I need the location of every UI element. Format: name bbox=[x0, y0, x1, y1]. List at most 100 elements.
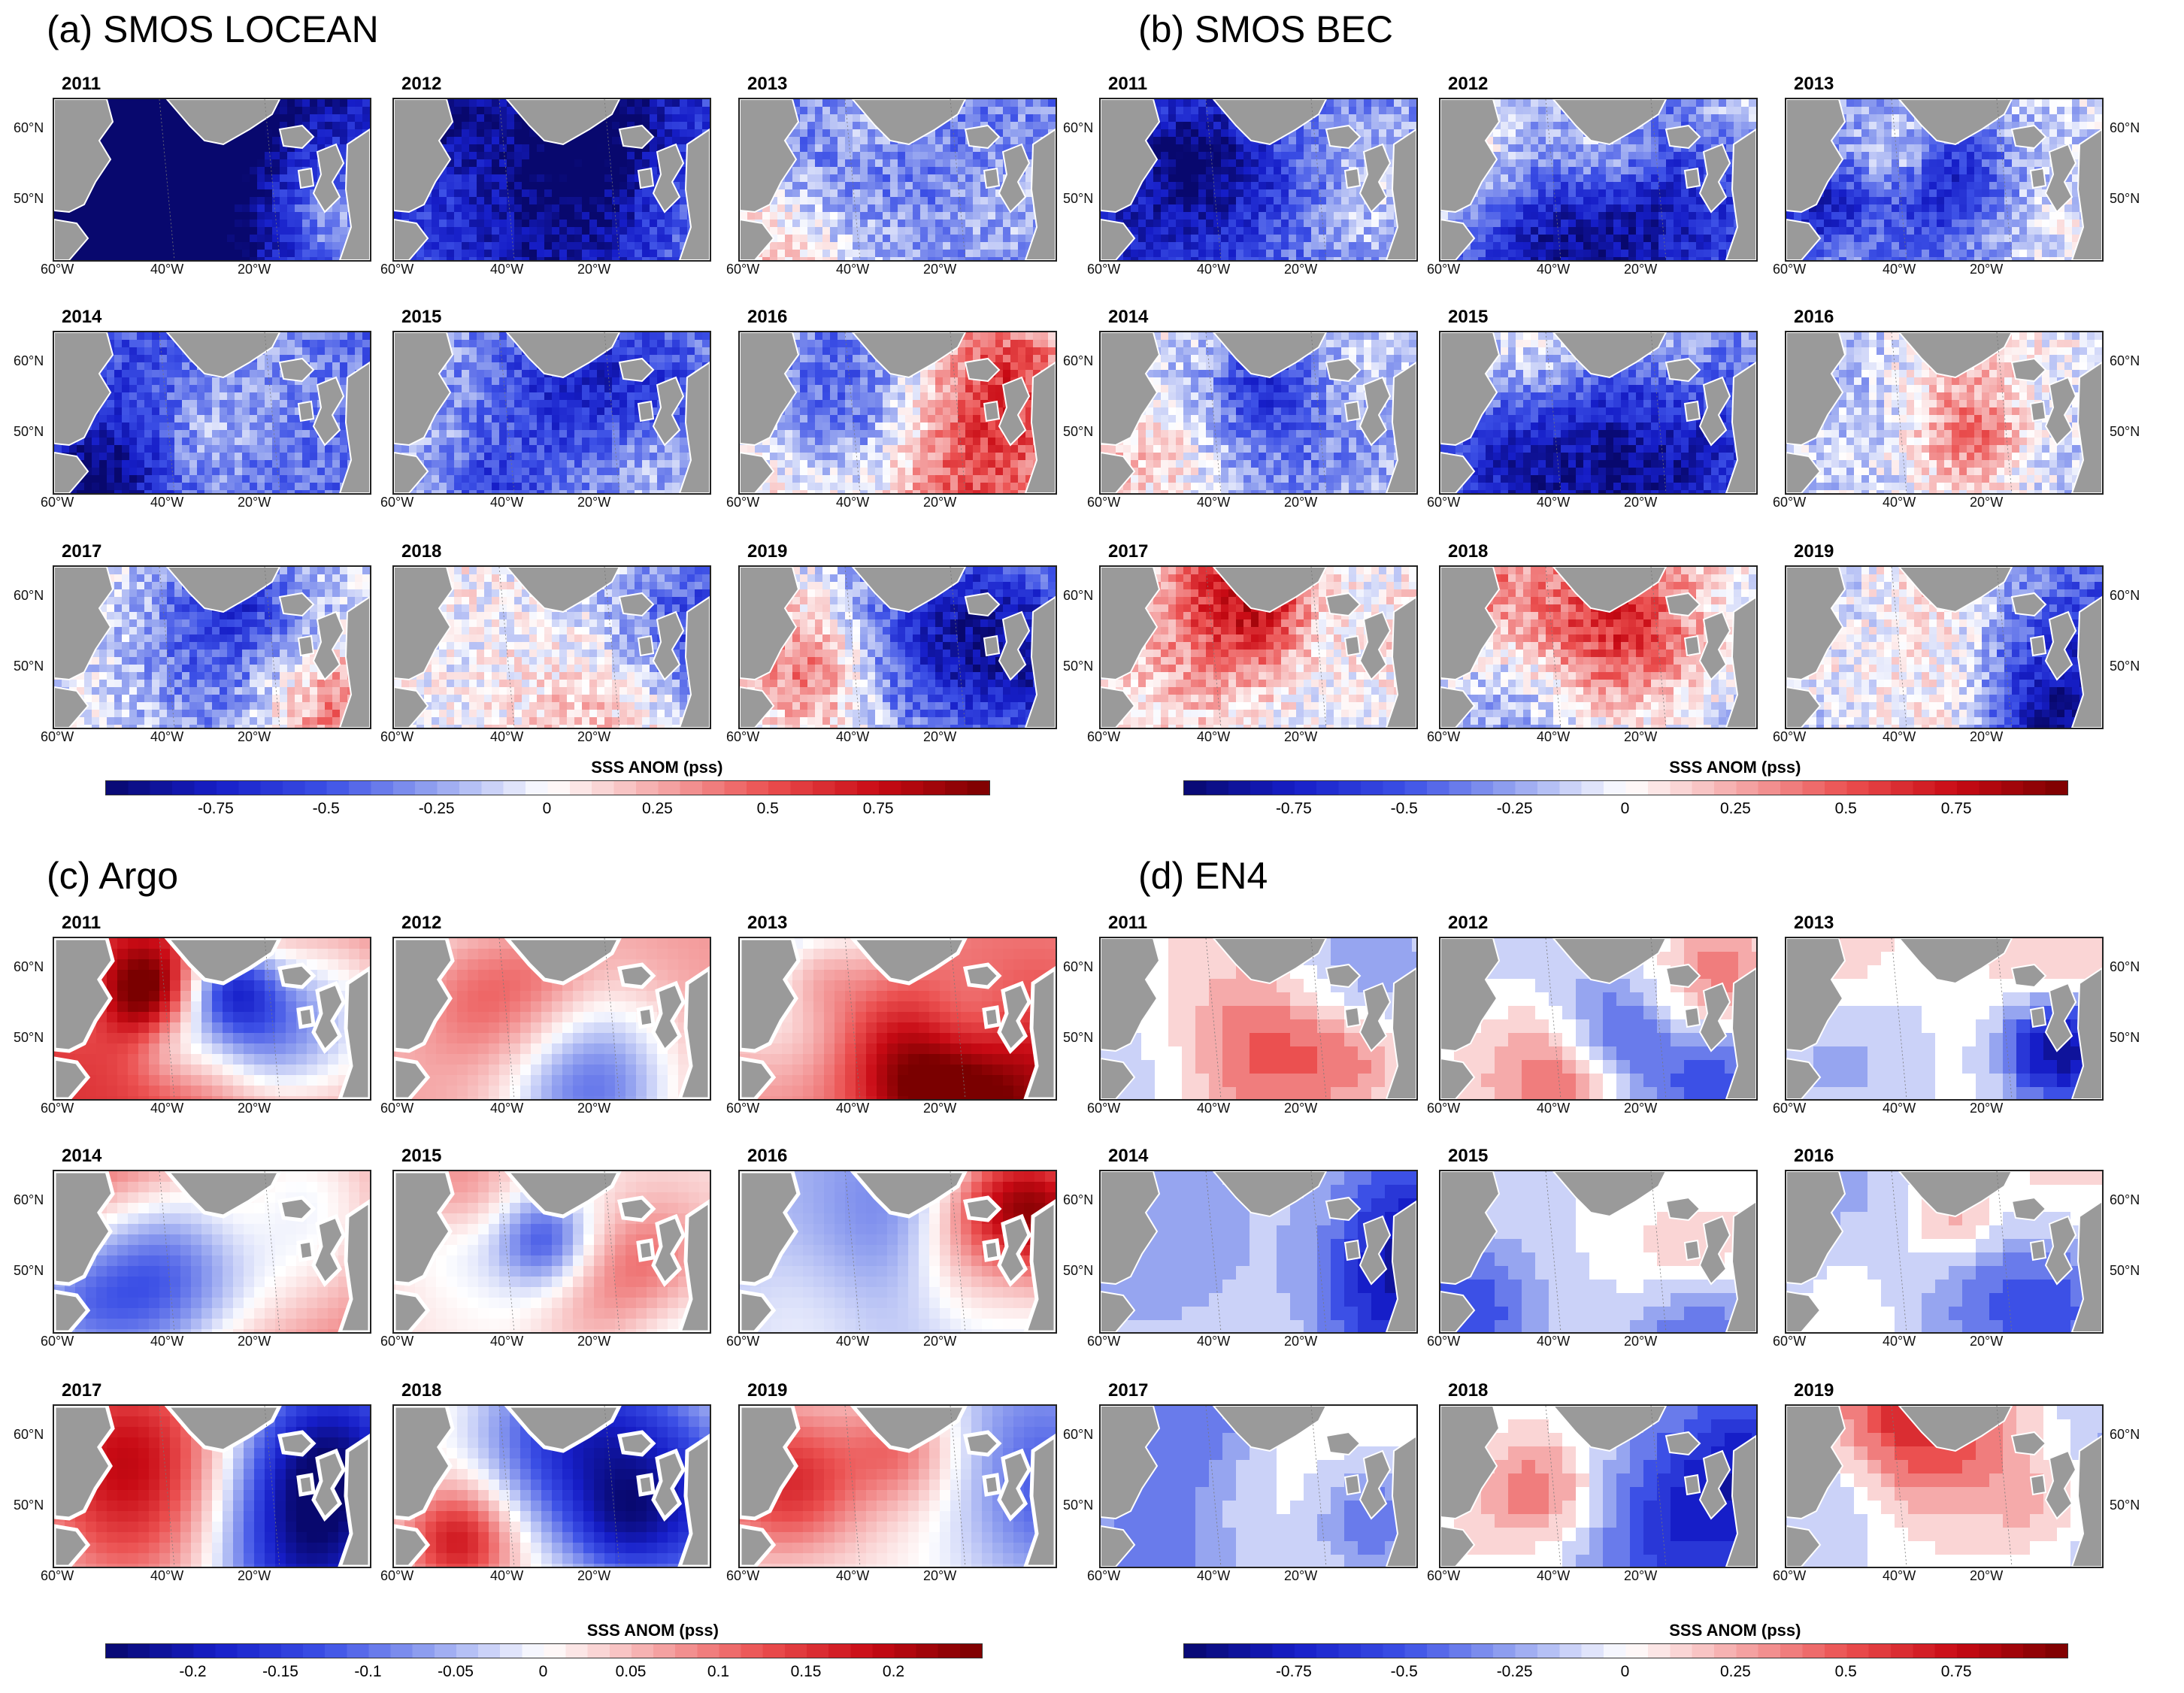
colorbar-tick: 0.75 bbox=[1941, 800, 1972, 818]
graticule-line bbox=[1891, 567, 1907, 728]
lon-label: 60°W bbox=[380, 1334, 413, 1349]
land-mask bbox=[1359, 982, 1392, 1052]
lon-label: 40°W bbox=[150, 262, 183, 277]
year-label: 2019 bbox=[747, 541, 787, 562]
graticule-line bbox=[159, 938, 175, 1099]
lat-label: 50°N bbox=[1063, 191, 1093, 207]
land-mask bbox=[652, 610, 685, 681]
land-mask bbox=[164, 938, 282, 986]
lon-label: 60°W bbox=[380, 262, 413, 277]
colorbar-title: SSS ANOM (pss) bbox=[1669, 1621, 1801, 1640]
land-mask bbox=[1024, 128, 1056, 260]
map-2012 bbox=[1439, 937, 1758, 1101]
lon-label: 60°W bbox=[1773, 1334, 1806, 1349]
year-label: 2018 bbox=[401, 541, 441, 562]
land-mask bbox=[651, 1213, 686, 1288]
anomaly-field bbox=[394, 1171, 710, 1332]
lat-label: 60°N bbox=[14, 120, 44, 136]
year-label: 2015 bbox=[401, 307, 441, 328]
land-mask bbox=[998, 376, 1031, 447]
land-mask bbox=[740, 1056, 777, 1099]
lat-label: 50°N bbox=[2110, 1030, 2140, 1046]
year-label: 2019 bbox=[1794, 1380, 1834, 1401]
land-mask bbox=[164, 1406, 282, 1453]
anomaly-field bbox=[1440, 938, 1756, 1099]
anomaly-field bbox=[54, 938, 370, 1099]
anomaly-field bbox=[54, 1171, 370, 1332]
land-mask bbox=[1101, 686, 1136, 728]
land-mask bbox=[338, 128, 370, 260]
lat-label: 50°N bbox=[1063, 1030, 1093, 1046]
land-mask bbox=[394, 1171, 455, 1286]
land-mask bbox=[1101, 567, 1161, 681]
land-mask bbox=[2010, 963, 2047, 989]
graticule-line bbox=[498, 1406, 515, 1567]
land-mask bbox=[997, 1448, 1031, 1522]
land-mask bbox=[1385, 595, 1416, 728]
land-mask bbox=[505, 99, 621, 146]
land-mask bbox=[311, 980, 346, 1055]
lon-label: 60°W bbox=[41, 729, 74, 745]
lon-label: 40°W bbox=[1197, 262, 1230, 277]
land-mask bbox=[505, 567, 621, 613]
lon-label: 20°W bbox=[1284, 1101, 1317, 1116]
colorbar-tick: 0 bbox=[543, 800, 552, 818]
graticule-line bbox=[159, 567, 175, 728]
year-label: 2011 bbox=[1108, 913, 1147, 934]
land-mask bbox=[1325, 963, 1362, 989]
lon-label: 60°W bbox=[1773, 1568, 1806, 1584]
anomaly-field bbox=[740, 1406, 1056, 1567]
lon-label: 20°W bbox=[1970, 262, 2003, 277]
lon-label: 60°W bbox=[41, 262, 74, 277]
lon-label: 20°W bbox=[923, 495, 956, 510]
land-mask bbox=[1212, 567, 1328, 613]
lat-label: 60°N bbox=[1063, 588, 1093, 604]
land-mask bbox=[296, 1473, 316, 1497]
graticule-line bbox=[1545, 567, 1562, 728]
land-mask bbox=[1343, 167, 1362, 189]
land-mask bbox=[850, 1171, 968, 1219]
lat-label: 60°N bbox=[2110, 1192, 2140, 1208]
map-2016 bbox=[1785, 1170, 2104, 1334]
colorbar-tick: 0 bbox=[539, 1663, 548, 1681]
lat-label: 50°N bbox=[1063, 424, 1093, 440]
lon-label: 60°W bbox=[1427, 262, 1460, 277]
lat-label: 60°N bbox=[14, 959, 44, 975]
lon-label: 20°W bbox=[238, 262, 271, 277]
land-mask bbox=[636, 1473, 656, 1497]
land-mask bbox=[277, 1430, 317, 1457]
colorbar-tick: -0.15 bbox=[262, 1663, 298, 1681]
land-mask bbox=[1212, 1171, 1328, 1218]
land-mask bbox=[2070, 595, 2102, 728]
land-mask bbox=[1683, 634, 1701, 657]
land-mask bbox=[652, 376, 685, 447]
graticule-line bbox=[1310, 567, 1327, 728]
land-mask bbox=[1665, 1196, 1701, 1222]
land-mask bbox=[165, 99, 281, 146]
land-mask bbox=[1440, 686, 1476, 728]
land-mask bbox=[1898, 1406, 2013, 1452]
graticule-line bbox=[1891, 99, 1907, 260]
lat-label: 60°N bbox=[1063, 1427, 1093, 1443]
colorbar-title: SSS ANOM (pss) bbox=[591, 758, 722, 777]
land-mask bbox=[1325, 124, 1362, 150]
year-label: 2014 bbox=[1108, 1146, 1148, 1167]
land-mask bbox=[1725, 1434, 1756, 1567]
graticule-line bbox=[264, 332, 280, 493]
map-2015 bbox=[1439, 331, 1758, 495]
colorbar-tick: 0.05 bbox=[616, 1663, 647, 1681]
map-2013 bbox=[738, 98, 1057, 262]
land-mask bbox=[740, 451, 775, 493]
land-mask bbox=[1786, 567, 1846, 681]
land-mask bbox=[278, 124, 315, 150]
land-mask bbox=[1725, 128, 1756, 260]
colorbar-tick: 0 bbox=[1621, 800, 1630, 818]
land-mask bbox=[652, 143, 685, 214]
land-mask bbox=[1359, 1215, 1392, 1286]
map-2013 bbox=[1785, 937, 2104, 1101]
land-mask bbox=[1683, 1239, 1701, 1261]
land-mask bbox=[677, 1198, 710, 1332]
lat-label: 50°N bbox=[2110, 191, 2140, 207]
land-mask bbox=[1552, 1171, 1668, 1218]
land-mask bbox=[1552, 938, 1668, 985]
